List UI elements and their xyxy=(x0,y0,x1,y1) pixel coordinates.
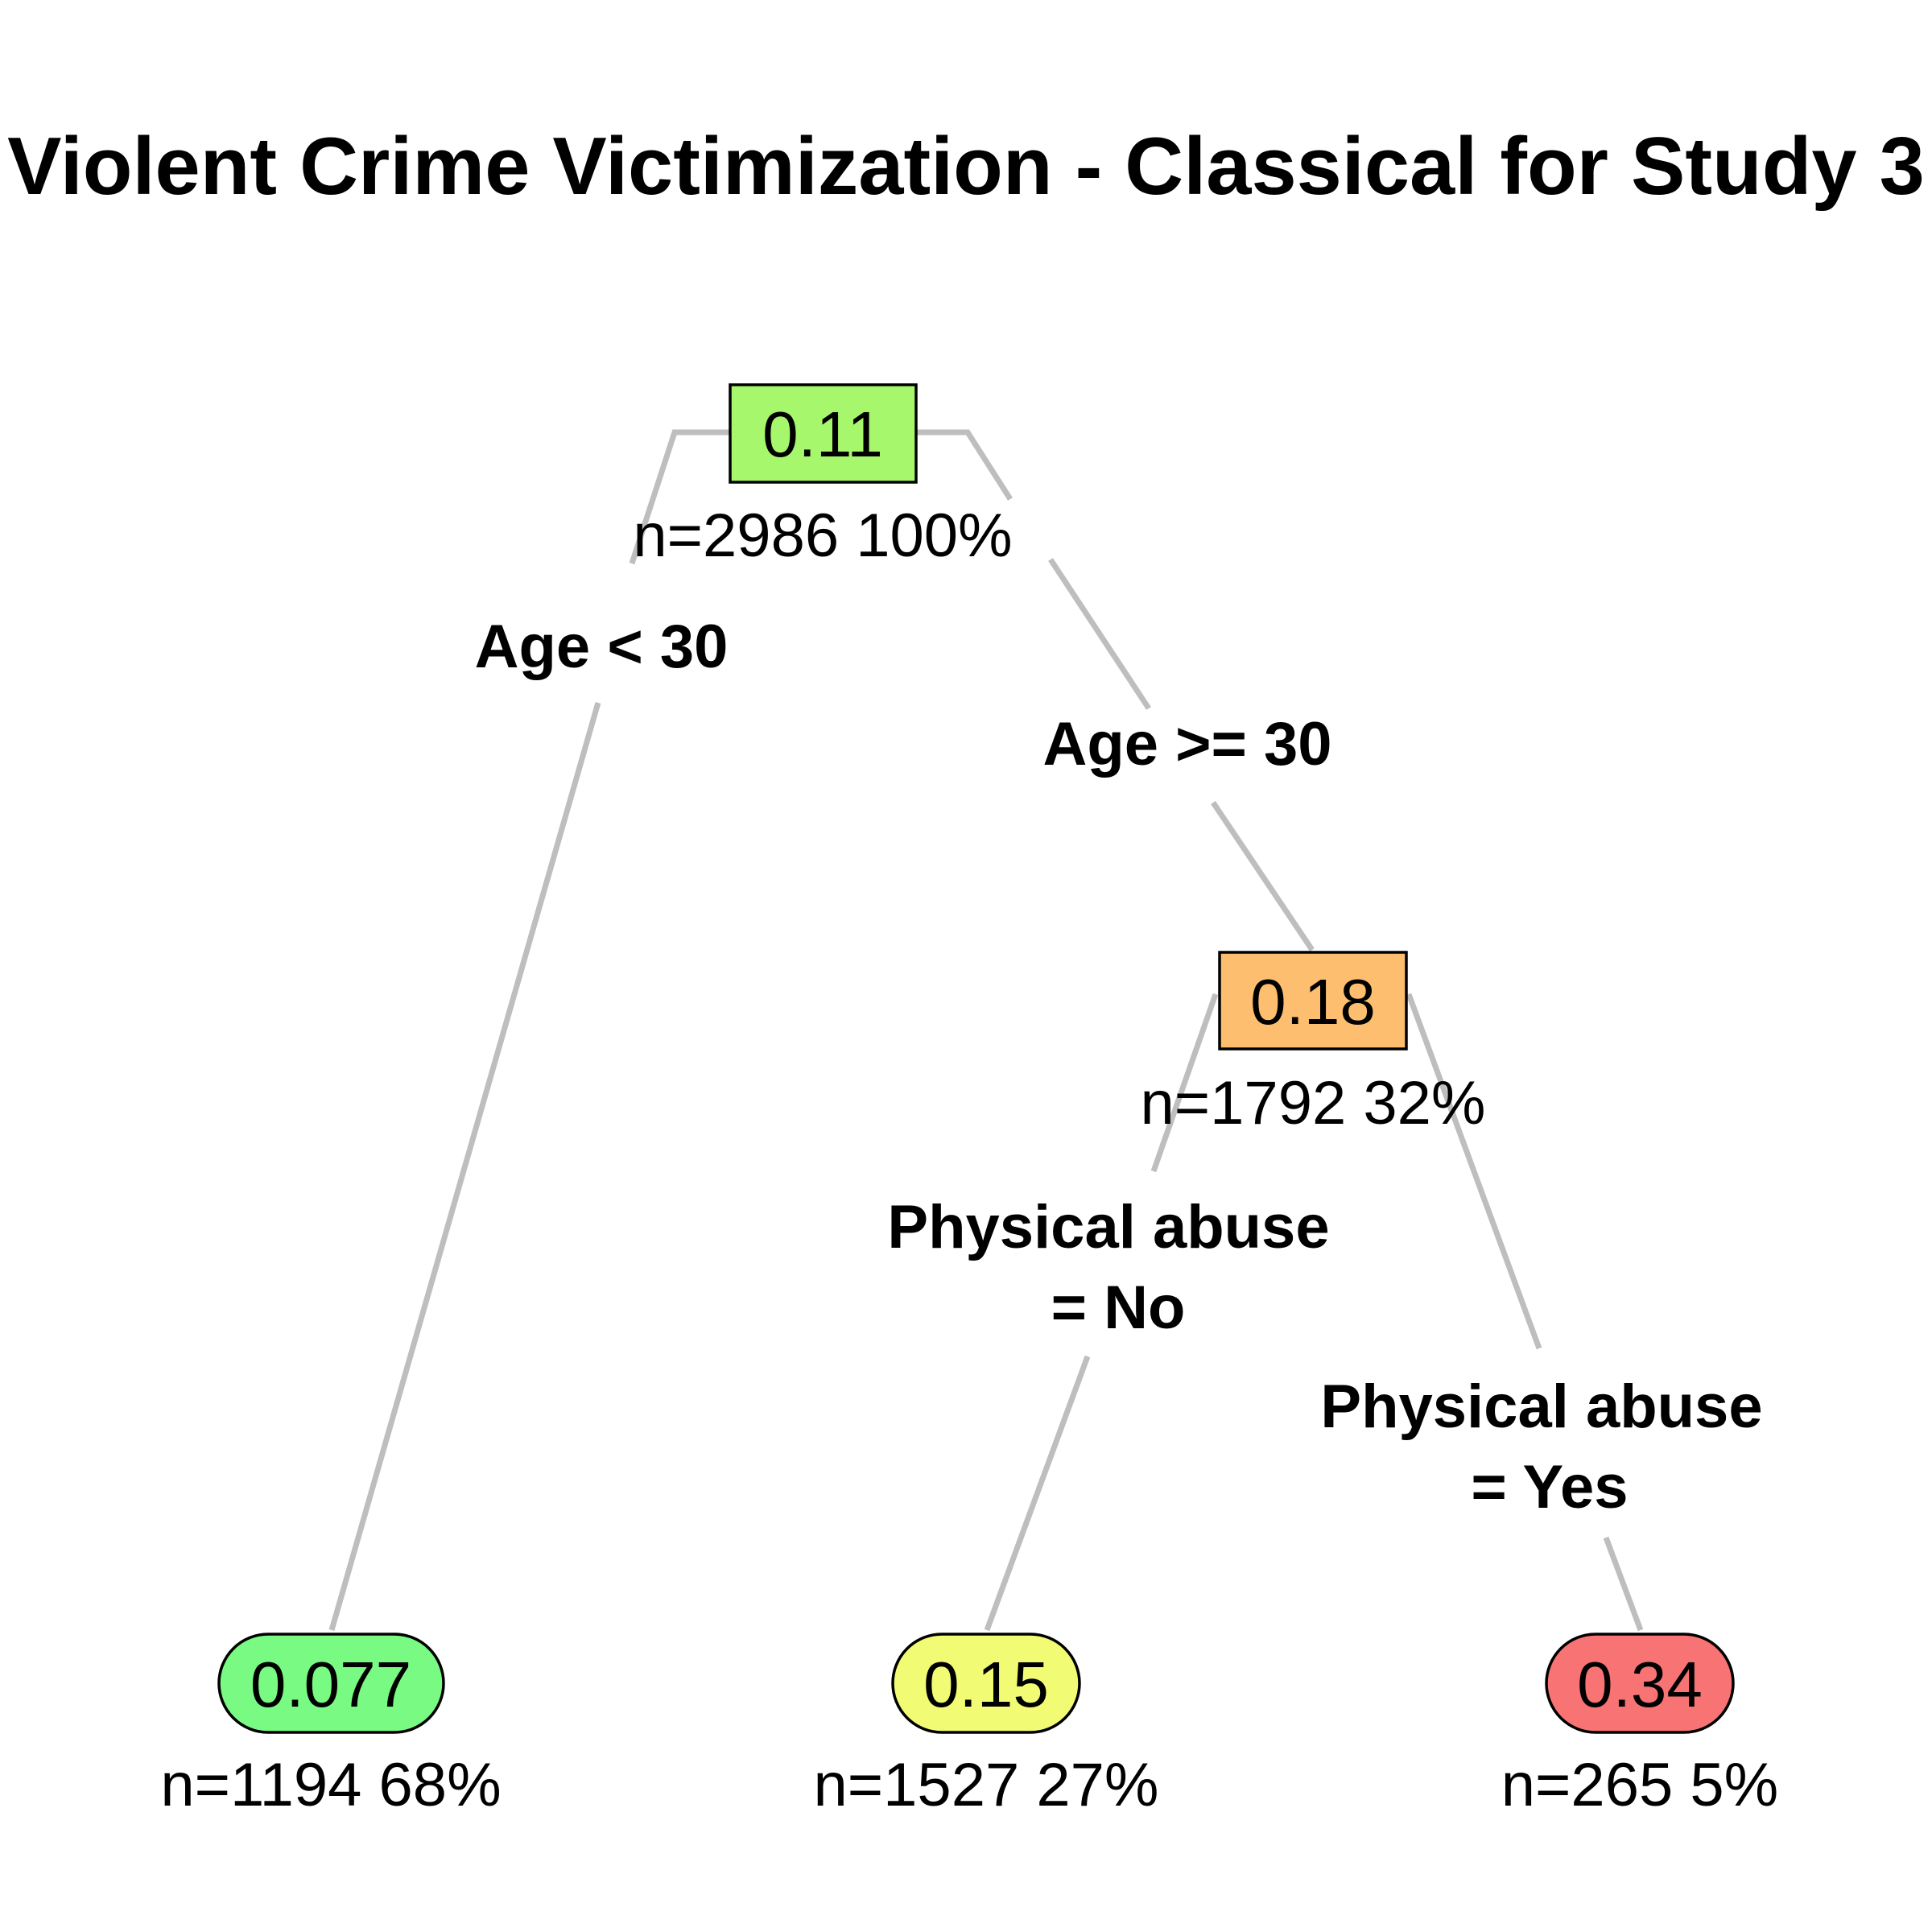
tree-leaf-physical-abuse-yes: 0.34 n=265 5% xyxy=(1501,1633,1778,1819)
edge-root-left-upper xyxy=(629,429,730,565)
leaf-pill-physical-abuse-yes xyxy=(1545,1633,1735,1734)
edge-node2-left-upper xyxy=(1150,993,1219,1173)
edge-node2-right-upper xyxy=(1406,993,1542,1350)
split-label-age-lt-30: Age < 30 xyxy=(475,613,729,681)
tree-node-age-ge-30: 0.18 n=1792 32% xyxy=(1141,951,1486,1137)
node-value-root: 0.11 xyxy=(762,398,883,470)
leaf-count-physical-abuse-yes: n=265 5% xyxy=(1501,1751,1778,1819)
tree-node-root: 0.11 n=2986 100% xyxy=(633,383,1013,570)
node-count-age-ge-30: n=1792 32% xyxy=(1141,1069,1486,1137)
split-label-physical-abuse-no: Physical abuse = No xyxy=(887,1193,1329,1342)
tree-leaf-physical-abuse-no: 0.15 n=1527 27% xyxy=(814,1633,1159,1819)
leaf-pill-physical-abuse-no xyxy=(891,1633,1081,1734)
leaf-value-age-lt-30: 0.077 xyxy=(250,1649,411,1720)
node-box-root xyxy=(729,383,918,484)
leaf-value-physical-abuse-yes: 0.34 xyxy=(1577,1649,1703,1720)
split-label-physical-abuse-yes-line2: = Yes xyxy=(1471,1453,1628,1521)
split-label-physical-abuse-no-line1: Physical abuse xyxy=(887,1193,1329,1261)
node-count-root: n=2986 100% xyxy=(633,502,1012,570)
split-label-physical-abuse-no-line2: = No xyxy=(1051,1274,1186,1342)
split-label-physical-abuse-yes-line1: Physical abuse xyxy=(1320,1373,1762,1441)
leaf-pill-age-lt-30 xyxy=(217,1633,445,1734)
node-value-age-ge-30: 0.18 xyxy=(1250,966,1376,1038)
split-label-physical-abuse-yes: Physical abuse = Yes xyxy=(1320,1373,1762,1521)
edge-root-left-lower xyxy=(328,702,601,1631)
tree-leaf-age-lt-30: 0.077 n=1194 68% xyxy=(160,1633,502,1819)
leaf-count-age-lt-30: n=1194 68% xyxy=(160,1751,501,1819)
edge-node2-right-lower xyxy=(1603,1536,1644,1632)
leaf-count-physical-abuse-no: n=1527 27% xyxy=(814,1751,1159,1819)
leaf-value-physical-abuse-no: 0.15 xyxy=(923,1649,1049,1720)
split-label-age-ge-30: Age >= 30 xyxy=(1042,710,1331,778)
node-box-age-ge-30 xyxy=(1218,951,1408,1051)
edge-root-right-mid xyxy=(1048,558,1151,710)
edge-root-right-upper xyxy=(916,429,1013,501)
edge-node2-left-lower xyxy=(984,1355,1091,1632)
diagram-title: Violent Crime Victimization - Classical … xyxy=(7,122,1925,212)
edge-root-right-lower xyxy=(1211,801,1315,952)
tree-edges xyxy=(328,429,1644,1632)
